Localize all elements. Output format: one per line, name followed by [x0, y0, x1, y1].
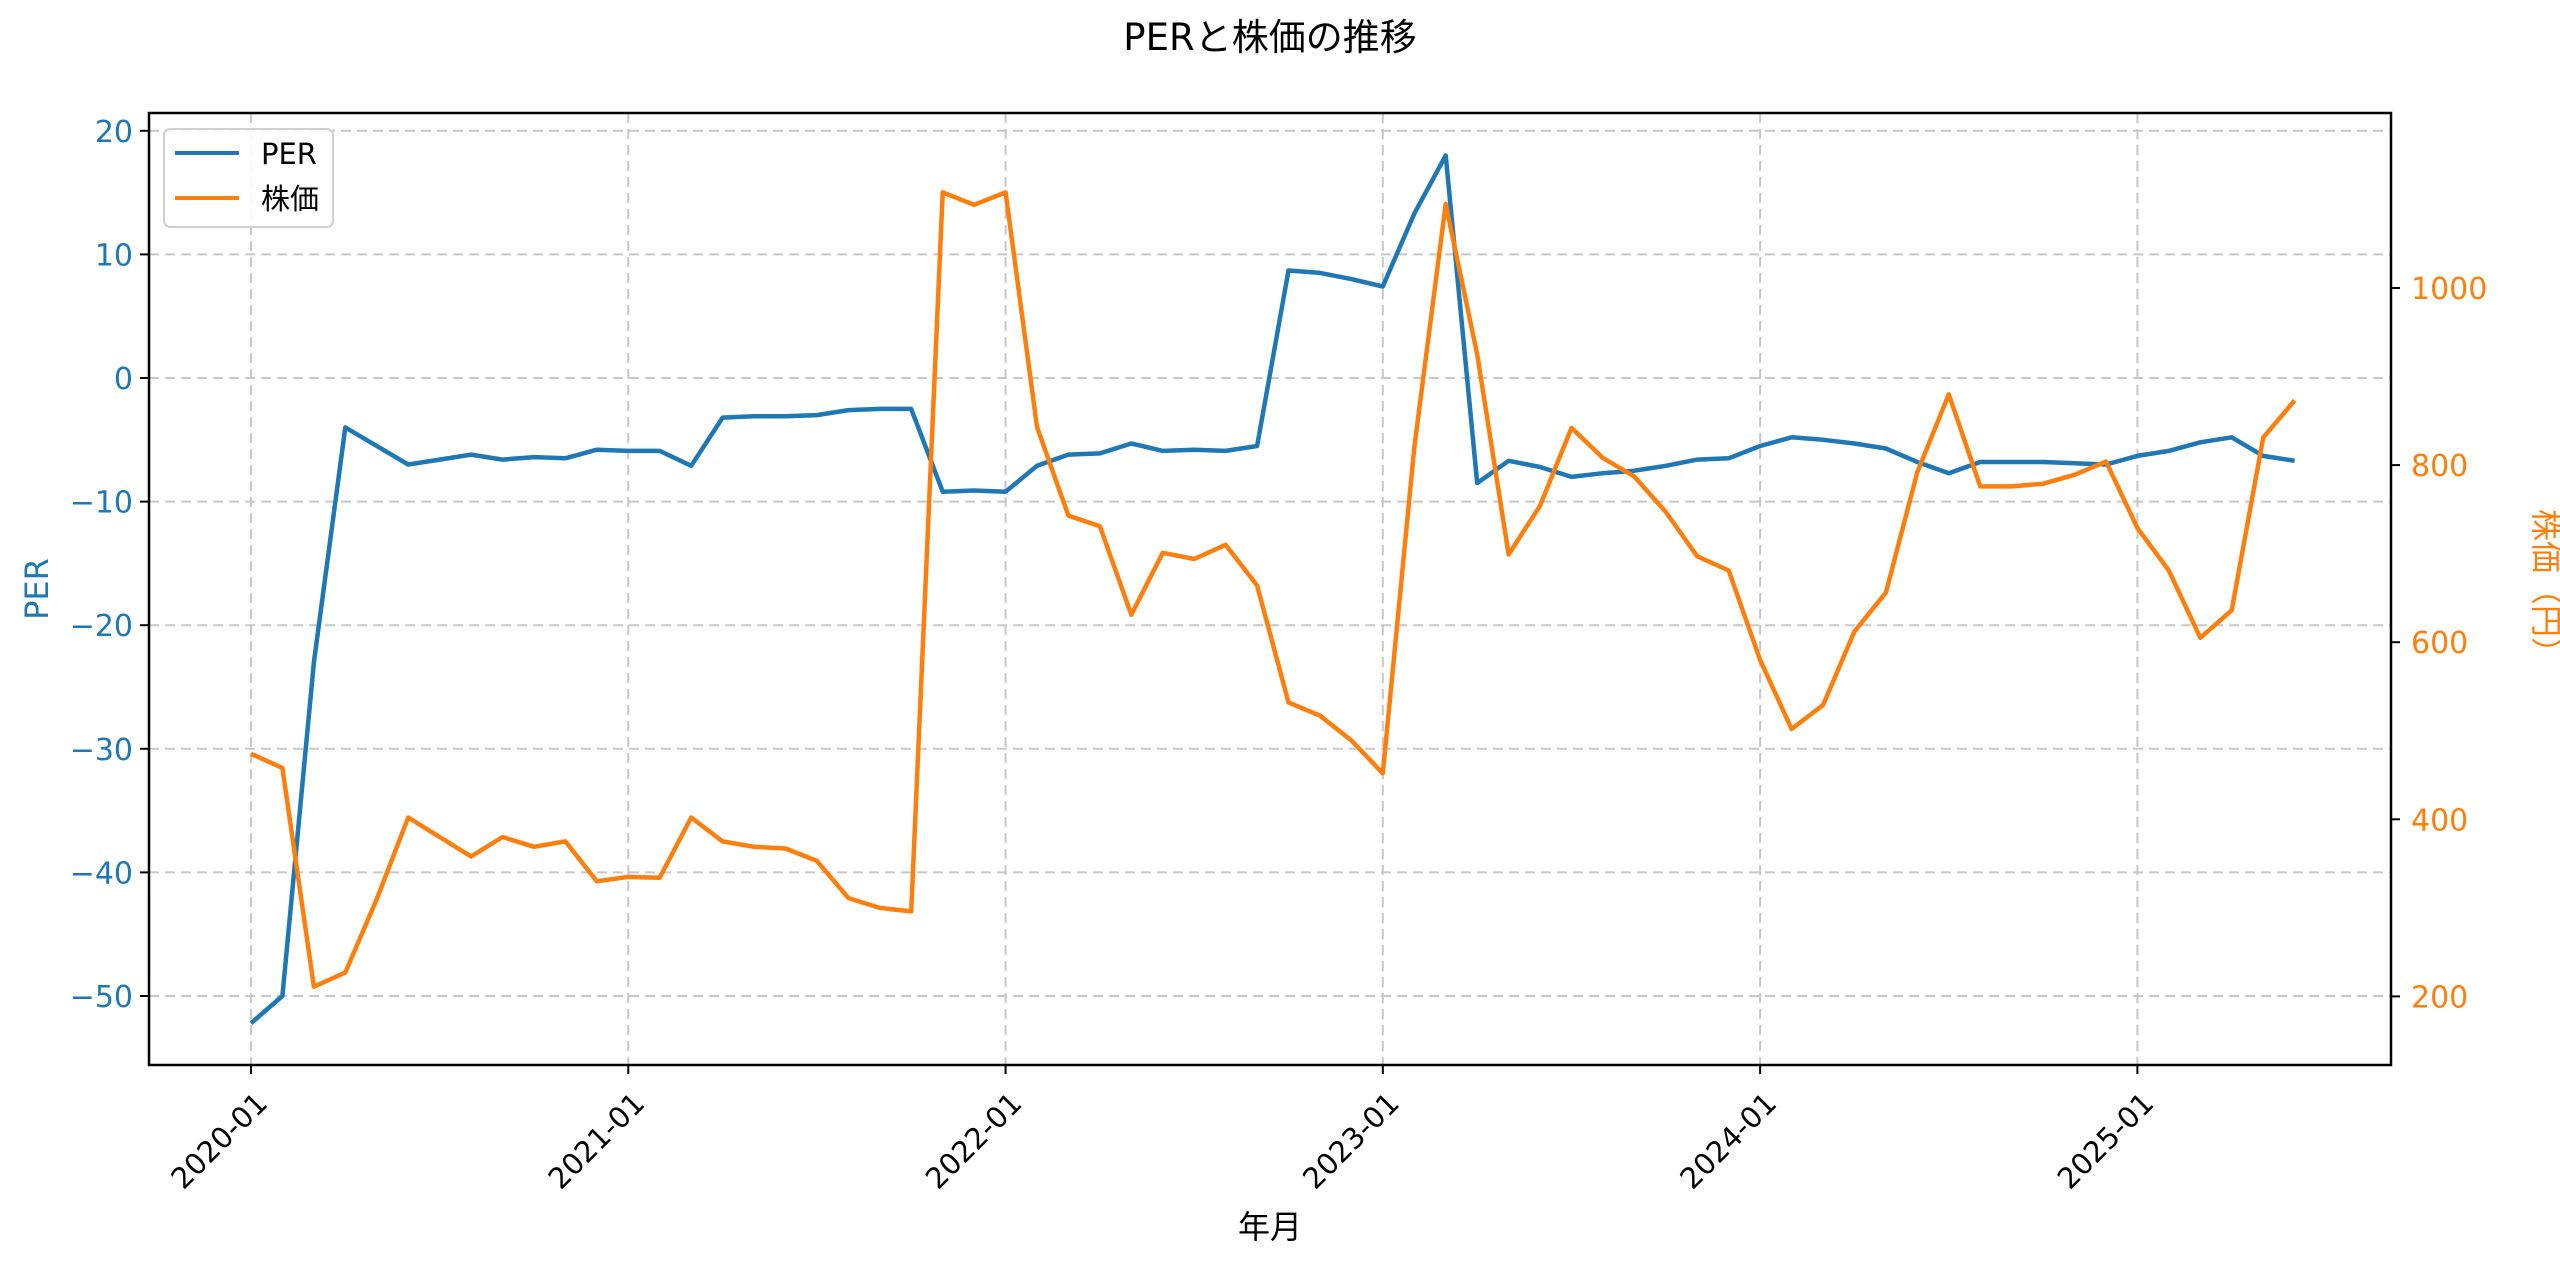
x-tick-label: 2025-01	[2051, 1086, 2161, 1196]
series-lines	[249, 153, 2297, 1025]
left-tick-label: 20	[95, 115, 133, 150]
plot-frame	[147, 111, 2393, 1067]
left-axis-label: PER	[18, 558, 56, 620]
legend-label-per: PER	[261, 137, 317, 171]
right-tick-label: 600	[2411, 626, 2468, 661]
left-tick-label: −20	[70, 609, 133, 644]
right-axis-label: 株価（円）	[2527, 509, 2560, 669]
right-tick-label: 400	[2411, 803, 2468, 838]
left-tick-label: −30	[70, 733, 133, 768]
left-tick-label: −50	[70, 980, 133, 1015]
x-tick-label: 2024-01	[1673, 1086, 1783, 1196]
x-axis: 2020-01 2021-01 2022-01 2023-01 2024-01 2025-…	[164, 1065, 2160, 1196]
left-tick-label: −10	[70, 486, 133, 521]
right-tick-label: 800	[2411, 449, 2468, 484]
grid-lines	[149, 113, 2391, 1065]
left-tick-label: 10	[95, 238, 133, 273]
x-axis-label: 年月	[1238, 1208, 1302, 1246]
chart-title: PERと株価の推移	[1123, 16, 1416, 59]
right-y-axis: 1000 800 600 400 200	[2391, 272, 2487, 1015]
series-line-per	[249, 153, 2295, 1025]
legend: PER 株価	[163, 128, 334, 228]
x-tick-label: 2021-01	[542, 1086, 652, 1196]
x-tick-label: 2023-01	[1296, 1086, 1406, 1196]
left-tick-label: 0	[114, 362, 133, 397]
x-tick-label: 2020-01	[164, 1086, 274, 1196]
left-tick-label: −40	[70, 856, 133, 891]
right-tick-label: 1000	[2411, 272, 2487, 307]
right-tick-label: 200	[2411, 980, 2468, 1015]
left-y-axis: 20 10 0 −10 −20 −30 −40 −50	[70, 115, 149, 1015]
x-tick-label: 2022-01	[919, 1086, 1029, 1196]
legend-label-price: 株価	[261, 182, 319, 216]
series-line-price	[250, 190, 2297, 989]
